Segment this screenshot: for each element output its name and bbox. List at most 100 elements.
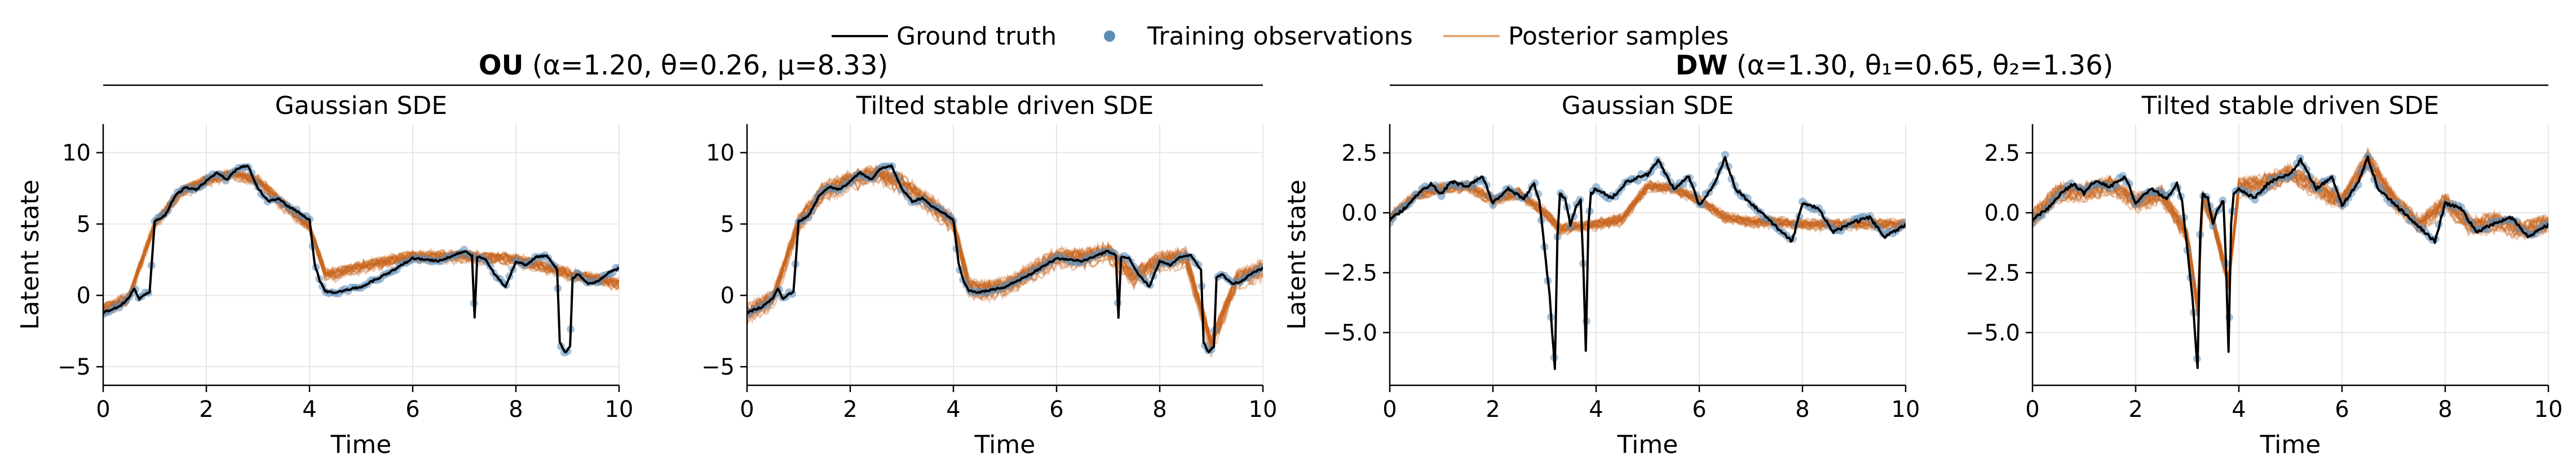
posterior-sample-line (1390, 184, 1906, 234)
x-axis-label: Time (2260, 430, 2321, 459)
posterior-sample-line (1390, 185, 1906, 236)
group-title-dw-bold: DW (1676, 50, 1728, 81)
observation-point (1698, 200, 1707, 208)
y-tick-label: 0.0 (1341, 200, 1377, 226)
legend: Ground truth Training observations Poste… (832, 22, 1729, 51)
y-tick-label: 2.5 (1984, 140, 2020, 166)
x-axis-label: Time (1617, 430, 1678, 459)
posterior-sample-line (1390, 184, 1906, 236)
group-title-ou-params: (α=1.20, θ=0.26, μ=8.33) (524, 50, 889, 81)
x-tick-label: 10 (1892, 397, 1920, 423)
x-tick-label: 4 (2232, 397, 2246, 423)
posterior-sample-line (1390, 182, 1906, 233)
y-tick-label: −5.0 (1965, 320, 2020, 346)
group-title-ou: OU (α=1.20, θ=0.26, μ=8.33) (103, 50, 1263, 86)
x-tick-label: 2 (843, 397, 857, 423)
y-axis-label: Latent state (1283, 179, 1311, 329)
subplot-title: Gaussian SDE (1562, 91, 1734, 120)
y-tick-label: −5 (58, 354, 91, 380)
panel-4: 0 2 4 6 8 10 −5.0 −2.5 0.0 2.5 Tilted stable drive… (1965, 91, 2563, 459)
x-tick-label: 10 (605, 397, 634, 423)
x-tick-label: 4 (946, 397, 960, 423)
plot-area (1390, 151, 1906, 370)
x-tick-label: 0 (96, 397, 110, 423)
group-title-ou-bold: OU (479, 50, 524, 81)
ground-truth-line (1390, 156, 1906, 370)
posterior-sample-line (1390, 181, 1906, 229)
x-tick-label: 8 (509, 397, 523, 423)
posterior-sample-line (1390, 182, 1906, 232)
posterior-sample-line (1390, 182, 1906, 231)
posterior-sample-line (747, 174, 1263, 353)
x-tick-label: 10 (2534, 397, 2563, 423)
y-tick-label: 0 (721, 283, 735, 309)
x-tick-label: 2 (1486, 397, 1500, 423)
posterior-sample-line (1390, 182, 1906, 232)
posterior-sample-line (1390, 184, 1906, 233)
y-axis-label: Latent state (16, 179, 45, 329)
posterior-sample-line (747, 165, 1263, 343)
posterior-sample-line (1390, 183, 1906, 235)
observation-point (1721, 151, 1729, 159)
y-tick-label: 10 (706, 140, 735, 166)
legend-observations-label: Training observations (1147, 22, 1413, 51)
posterior-sample-line (1390, 179, 1906, 230)
x-tick-label: 4 (302, 397, 316, 423)
x-tick-label: 2 (2128, 397, 2142, 423)
svg-text:OU (α=1.20, θ=0.26, μ=8.33): OU (α=1.20, θ=0.26, μ=8.33) (479, 50, 888, 81)
x-axis-label: Time (330, 430, 392, 459)
y-tick-label: 0.0 (1984, 200, 2020, 226)
posterior-sample-line (1390, 183, 1906, 232)
posterior-sample-line (1390, 184, 1906, 236)
observation-point (1489, 201, 1497, 209)
svg-text:DW (α=1.30, θ₁=0.65, θ₂=1.36): DW (α=1.30, θ₁=0.65, θ₂=1.36) (1676, 50, 2114, 81)
x-axis-label: Time (974, 430, 1036, 459)
plot-area (747, 162, 1263, 358)
x-tick-label: 6 (2335, 397, 2349, 423)
y-tick-label: 10 (62, 140, 91, 166)
x-tick-label: 4 (1589, 397, 1603, 423)
subplot-title: Tilted stable driven SDE (856, 91, 1154, 120)
y-tick-label: −2.5 (1965, 260, 2020, 286)
y-tick-label: 5 (77, 212, 91, 238)
posterior-sample-line (1390, 181, 1906, 233)
x-tick-label: 8 (1795, 397, 1809, 423)
y-tick-label: −2.5 (1323, 260, 1377, 286)
ground-truth-line (103, 164, 619, 354)
posterior-sample-line (1390, 183, 1906, 234)
posterior-sample-line (1390, 182, 1906, 230)
x-tick-label: 6 (405, 397, 419, 423)
y-tick-label: 0 (77, 283, 91, 309)
x-tick-label: 0 (1382, 397, 1397, 423)
x-tick-label: 8 (1152, 397, 1167, 423)
group-title-dw-params: (α=1.30, θ₁=0.65, θ₂=1.36) (1727, 50, 2113, 81)
ground-truth-line (747, 164, 1263, 353)
observation-point (1390, 214, 1397, 222)
x-tick-label: 0 (2025, 397, 2039, 423)
subplot-title: Tilted stable driven SDE (2141, 91, 2439, 120)
subplot-title: Gaussian SDE (275, 91, 447, 120)
x-tick-label: 0 (740, 397, 754, 423)
legend-ground-truth-label: Ground truth (896, 22, 1057, 51)
ground-truth-line (2032, 155, 2548, 370)
observation-point (2209, 222, 2217, 230)
y-tick-label: −5 (701, 354, 735, 380)
posterior-sample-line (103, 175, 619, 316)
group-title-dw: DW (α=1.30, θ₁=0.65, θ₂=1.36) (1390, 50, 2548, 86)
legend-observations-marker (1104, 30, 1115, 42)
plot-area (103, 163, 619, 357)
posterior-sample-line (1390, 182, 1906, 231)
observation-point (804, 213, 812, 222)
y-tick-label: 2.5 (1341, 140, 1377, 166)
plot-area (2032, 147, 2548, 370)
legend-posterior-label: Posterior samples (1508, 22, 1729, 51)
x-tick-label: 2 (199, 397, 213, 423)
y-tick-label: 5 (721, 212, 735, 238)
x-tick-label: 6 (1692, 397, 1706, 423)
observation-point (595, 278, 604, 286)
y-tick-label: −5.0 (1323, 320, 1377, 346)
x-tick-label: 8 (2438, 397, 2452, 423)
